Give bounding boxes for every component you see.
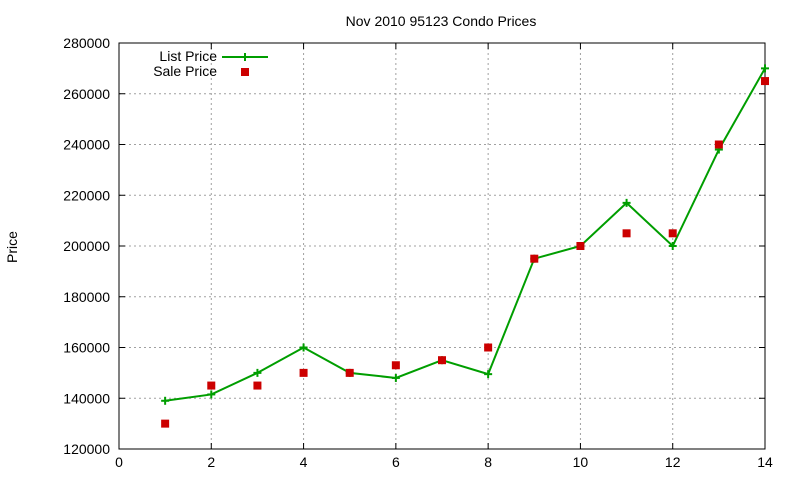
y-axis-label: Price — [4, 231, 20, 263]
series-layer — [161, 64, 769, 428]
y-tick-label: 180000 — [63, 289, 110, 305]
x-tick-label: 6 — [392, 454, 400, 470]
x-tick-label: 10 — [573, 454, 589, 470]
legend-sample-sale-price — [241, 68, 249, 76]
x-tick-label: 12 — [665, 454, 681, 470]
y-tick-label: 220000 — [63, 187, 110, 203]
data-point — [668, 242, 677, 250]
data-point — [714, 140, 723, 149]
legend-sample-list-price — [222, 53, 268, 61]
data-point — [391, 361, 400, 370]
series-line — [165, 67, 766, 402]
y-tick-label: 260000 — [63, 86, 110, 102]
legend-label-sale-price: Sale Price — [153, 63, 217, 79]
data-point — [207, 381, 216, 390]
data-point — [530, 254, 539, 263]
y-axis-tick-labels: 120000 140000 160000 180000 200000 220000 2400… — [63, 35, 110, 457]
data-point — [622, 229, 631, 238]
x-tick-label: 8 — [484, 454, 492, 470]
data-point — [161, 419, 170, 428]
legend-marker — [241, 53, 249, 61]
data-point — [484, 370, 493, 379]
data-point — [253, 381, 262, 390]
data-point — [207, 390, 216, 399]
data-point — [622, 198, 631, 207]
data-point — [761, 77, 769, 86]
data-point — [299, 343, 308, 352]
tick-marks — [118, 42, 766, 450]
y-tick-label: 160000 — [63, 340, 110, 356]
x-tick-label: 14 — [757, 454, 773, 470]
data-point — [345, 368, 354, 377]
x-axis-tick-labels: 0 2 4 6 8 10 12 14 — [115, 454, 773, 470]
x-tick-label: 4 — [300, 454, 308, 470]
x-tick-label: 2 — [207, 454, 215, 470]
data-point — [253, 368, 262, 377]
data-point — [668, 229, 677, 238]
data-point — [391, 373, 400, 382]
data-point — [761, 64, 769, 73]
data-point — [299, 368, 308, 377]
data-point — [484, 343, 493, 352]
data-point — [576, 242, 585, 250]
legend: List Price Sale Price — [153, 48, 268, 79]
chart-title: Nov 2010 95123 Condo Prices — [346, 13, 537, 29]
y-tick-label: 140000 — [63, 390, 110, 406]
y-tick-label: 120000 — [63, 441, 110, 457]
data-point — [161, 396, 170, 405]
legend-label-list-price: List Price — [159, 48, 217, 64]
y-tick-label: 240000 — [63, 137, 110, 153]
legend-marker — [241, 68, 249, 76]
y-tick-label: 200000 — [63, 238, 110, 254]
x-tick-label: 0 — [115, 454, 123, 470]
series-1 — [161, 77, 769, 428]
data-point — [438, 356, 446, 365]
y-tick-label: 280000 — [63, 35, 110, 51]
